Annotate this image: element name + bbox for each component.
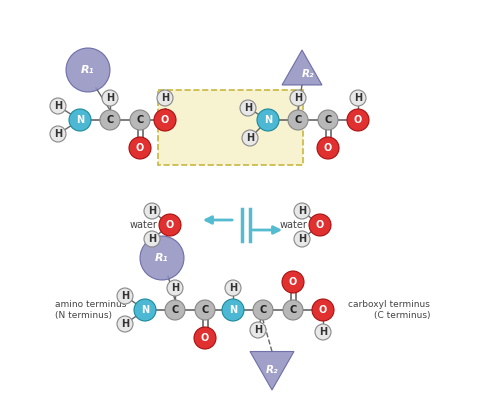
Circle shape bbox=[283, 300, 303, 320]
Circle shape bbox=[250, 322, 266, 338]
Text: amino terminus
(N terminus): amino terminus (N terminus) bbox=[55, 300, 127, 320]
Text: R₁: R₁ bbox=[81, 65, 95, 75]
Text: H: H bbox=[298, 206, 306, 216]
Text: H: H bbox=[298, 234, 306, 244]
Circle shape bbox=[350, 90, 366, 106]
Text: O: O bbox=[289, 277, 297, 287]
Circle shape bbox=[140, 236, 184, 280]
Circle shape bbox=[253, 300, 273, 320]
Text: N: N bbox=[264, 115, 272, 125]
Circle shape bbox=[117, 316, 133, 332]
Text: C: C bbox=[136, 115, 143, 125]
Text: C: C bbox=[325, 115, 332, 125]
Text: water: water bbox=[279, 220, 307, 230]
Text: H: H bbox=[354, 93, 362, 103]
Circle shape bbox=[159, 214, 181, 236]
Text: C: C bbox=[289, 305, 297, 315]
Circle shape bbox=[117, 288, 133, 304]
Text: H: H bbox=[148, 206, 156, 216]
Circle shape bbox=[288, 110, 308, 130]
Circle shape bbox=[195, 300, 215, 320]
Text: O: O bbox=[316, 220, 324, 230]
Circle shape bbox=[240, 100, 256, 116]
Circle shape bbox=[69, 109, 91, 131]
Text: H: H bbox=[54, 101, 62, 111]
Text: water: water bbox=[129, 220, 157, 230]
Text: H: H bbox=[171, 283, 179, 293]
Text: carboxyl terminus
(C terminus): carboxyl terminus (C terminus) bbox=[348, 300, 430, 320]
Circle shape bbox=[257, 109, 279, 131]
Text: H: H bbox=[121, 319, 129, 329]
Text: C: C bbox=[259, 305, 267, 315]
Circle shape bbox=[157, 90, 173, 106]
Circle shape bbox=[222, 299, 244, 321]
Text: H: H bbox=[246, 133, 254, 143]
Circle shape bbox=[312, 299, 334, 321]
Text: O: O bbox=[354, 115, 362, 125]
Text: O: O bbox=[161, 115, 169, 125]
Circle shape bbox=[194, 327, 216, 349]
Text: H: H bbox=[54, 129, 62, 139]
Circle shape bbox=[294, 203, 310, 219]
Text: H: H bbox=[161, 93, 169, 103]
Text: H: H bbox=[106, 93, 114, 103]
Text: R₂: R₂ bbox=[302, 69, 314, 79]
Text: H: H bbox=[319, 327, 327, 337]
Circle shape bbox=[309, 214, 331, 236]
Circle shape bbox=[294, 231, 310, 247]
Circle shape bbox=[66, 48, 110, 92]
Text: C: C bbox=[106, 115, 114, 125]
Text: O: O bbox=[166, 220, 174, 230]
Circle shape bbox=[242, 130, 258, 146]
Text: R₁: R₁ bbox=[155, 253, 169, 263]
Circle shape bbox=[50, 126, 66, 142]
Circle shape bbox=[347, 109, 369, 131]
Text: C: C bbox=[294, 115, 301, 125]
Circle shape bbox=[317, 137, 339, 159]
Circle shape bbox=[102, 90, 118, 106]
Circle shape bbox=[154, 109, 176, 131]
Text: H: H bbox=[254, 325, 262, 335]
Text: N: N bbox=[229, 305, 237, 315]
Text: O: O bbox=[324, 143, 332, 153]
Circle shape bbox=[318, 110, 338, 130]
Circle shape bbox=[282, 271, 304, 293]
Circle shape bbox=[50, 98, 66, 114]
Circle shape bbox=[100, 110, 120, 130]
Text: H: H bbox=[244, 103, 252, 113]
Circle shape bbox=[315, 324, 331, 340]
Polygon shape bbox=[282, 50, 322, 85]
Circle shape bbox=[130, 110, 150, 130]
Text: N: N bbox=[141, 305, 149, 315]
Circle shape bbox=[167, 280, 183, 296]
Text: R₂: R₂ bbox=[266, 365, 278, 375]
Circle shape bbox=[144, 231, 160, 247]
Circle shape bbox=[290, 90, 306, 106]
Circle shape bbox=[225, 280, 241, 296]
Circle shape bbox=[134, 299, 156, 321]
Text: N: N bbox=[76, 115, 84, 125]
Text: H: H bbox=[229, 283, 237, 293]
Text: C: C bbox=[201, 305, 209, 315]
Text: H: H bbox=[121, 291, 129, 301]
Circle shape bbox=[129, 137, 151, 159]
Text: C: C bbox=[171, 305, 179, 315]
Circle shape bbox=[165, 300, 185, 320]
FancyBboxPatch shape bbox=[158, 90, 303, 165]
Polygon shape bbox=[250, 352, 294, 390]
Text: H: H bbox=[294, 93, 302, 103]
Circle shape bbox=[144, 203, 160, 219]
Text: O: O bbox=[136, 143, 144, 153]
Text: O: O bbox=[201, 333, 209, 343]
Text: H: H bbox=[148, 234, 156, 244]
Text: O: O bbox=[319, 305, 327, 315]
